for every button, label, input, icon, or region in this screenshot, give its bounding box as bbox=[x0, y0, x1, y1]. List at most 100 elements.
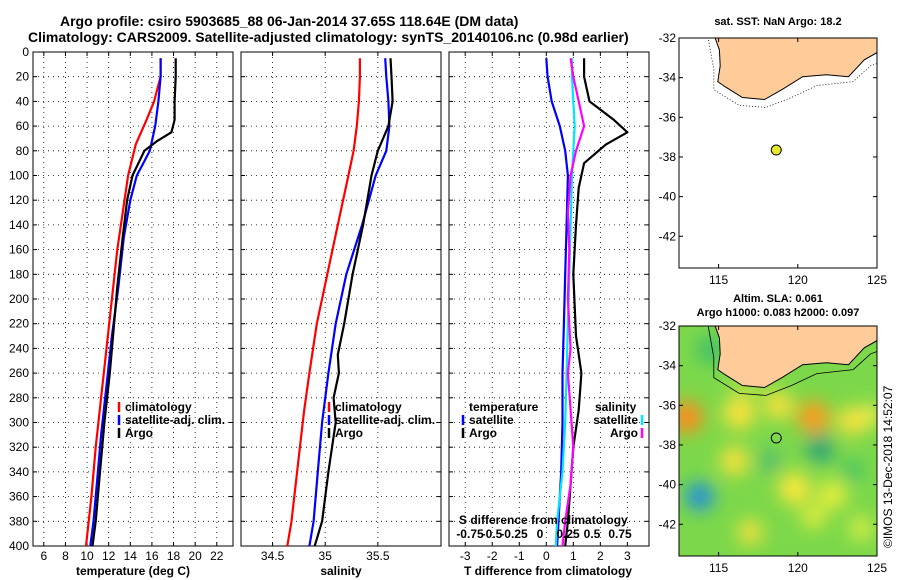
australia-land bbox=[714, 326, 877, 389]
title-line-1: Argo profile: csiro 5903685_88 06-Jan-20… bbox=[60, 13, 518, 29]
series-line-climatology bbox=[84, 58, 162, 546]
legend-label: Argo bbox=[335, 426, 363, 440]
x-tick-label: -2 bbox=[487, 549, 498, 563]
legend-label: satellite-adj. clim. bbox=[335, 413, 435, 427]
series-line-climatology bbox=[286, 58, 361, 546]
top-tick-label: -0.25 bbox=[500, 527, 528, 541]
series-group bbox=[84, 58, 177, 546]
legend-label: climatology bbox=[335, 400, 402, 414]
map-y-tick-label: -32 bbox=[659, 319, 677, 333]
temperature-xlabel: temperature (deg C) bbox=[76, 564, 190, 578]
x-tick-label: 12 bbox=[102, 549, 116, 563]
x-tick-label: 3 bbox=[624, 549, 631, 563]
shelf-contour bbox=[707, 326, 877, 396]
sla-field-blob bbox=[738, 520, 763, 545]
map-y-tick-label: -38 bbox=[659, 438, 677, 452]
series-line-argo bbox=[313, 58, 394, 546]
series-line-s-argo bbox=[561, 58, 586, 546]
series-group bbox=[545, 58, 629, 546]
sla-field-blob bbox=[685, 482, 714, 511]
x-tick-label: 20 bbox=[188, 549, 202, 563]
map-frame bbox=[678, 37, 878, 269]
sla-field-blob bbox=[696, 335, 725, 364]
sla-field-blob bbox=[720, 446, 749, 475]
y-tick-label: 400 bbox=[9, 539, 29, 553]
y-tick-label: 100 bbox=[9, 169, 29, 183]
top-tick-label: 0 bbox=[537, 527, 544, 541]
y-tick-label: 240 bbox=[9, 341, 29, 355]
x-tick-label: -3 bbox=[460, 549, 471, 563]
y-tick-label: 40 bbox=[16, 94, 30, 108]
y-tick-label: 320 bbox=[9, 440, 29, 454]
argo-float-marker bbox=[770, 144, 782, 156]
y-tick-label: 220 bbox=[9, 317, 29, 331]
sla-field-blob bbox=[801, 504, 826, 529]
y-tick-label: 300 bbox=[9, 416, 29, 430]
y-tick-label: 380 bbox=[9, 514, 29, 528]
x-tick-label: 35 bbox=[319, 549, 333, 563]
series-line-satellite-adj-clim- bbox=[308, 58, 391, 546]
sla-field-blob bbox=[805, 434, 834, 463]
australia-land bbox=[714, 38, 877, 101]
top-tick-label: 0.25 bbox=[556, 527, 580, 541]
legend-label: satellite-adj. clim. bbox=[125, 413, 225, 427]
y-tick-label: 0 bbox=[22, 45, 29, 59]
sla-field-blob bbox=[778, 472, 811, 505]
y-tick-label: 340 bbox=[9, 465, 29, 479]
y-tick-label: 180 bbox=[9, 267, 29, 281]
map-x-tick-label: 125 bbox=[867, 273, 887, 287]
x-tick-label: 34.5 bbox=[261, 549, 285, 563]
map-y-tick-label: -32 bbox=[659, 31, 677, 45]
legend-label: Argo bbox=[125, 426, 153, 440]
map-y-tick-label: -34 bbox=[659, 71, 677, 85]
map-y-tick-label: -38 bbox=[659, 150, 677, 164]
map-y-tick-label: -40 bbox=[659, 190, 677, 204]
sla-field-blob bbox=[679, 401, 703, 434]
legend-label: satellite bbox=[469, 413, 514, 427]
top-axis-label: S difference from climatology bbox=[459, 513, 628, 527]
x-tick-label: -1 bbox=[514, 549, 525, 563]
map-frame bbox=[678, 325, 878, 557]
map-y-tick-label: -42 bbox=[659, 229, 677, 243]
difference-panel: -3 -2 -1 0 1 2 3 bbox=[448, 51, 650, 563]
temperature-panel: 6 8 10 12 14 16 18 20 22020406080100120140160180… bbox=[9, 45, 234, 563]
top-tick-label: 0.5 bbox=[584, 527, 601, 541]
map-y-tick-label: -36 bbox=[659, 110, 677, 124]
x-tick-label: 2 bbox=[597, 549, 604, 563]
y-tick-label: 120 bbox=[9, 193, 29, 207]
map-y-tick-label: -40 bbox=[659, 478, 677, 492]
salinity-panel: 34.5 35 35.5 bbox=[240, 51, 442, 563]
y-tick-label: 260 bbox=[9, 366, 29, 380]
series-line-argo bbox=[91, 58, 177, 546]
sla-field-blob bbox=[849, 516, 874, 541]
legend-label: Argo bbox=[469, 426, 497, 440]
map-x-tick-label: 120 bbox=[788, 561, 808, 575]
sla-map-title-1: Altim. SLA: 0.061 bbox=[733, 293, 823, 305]
y-tick-label: 160 bbox=[9, 243, 29, 257]
series-line-satellite-adj-clim- bbox=[89, 58, 162, 546]
legend-title-temperature: temperature bbox=[469, 400, 539, 414]
legend-label: climatology bbox=[125, 400, 192, 414]
y-tick-label: 140 bbox=[9, 218, 29, 232]
series-group bbox=[286, 58, 394, 546]
legend-label: Argo bbox=[610, 426, 638, 440]
sla-field-blob bbox=[818, 480, 847, 509]
sla-field-blob bbox=[723, 397, 756, 430]
argo-float-marker bbox=[770, 432, 782, 444]
sla-field-blob bbox=[843, 460, 864, 481]
salinity-xlabel: salinity bbox=[320, 564, 362, 578]
top-tick-label: -0.5 bbox=[482, 527, 503, 541]
map-content bbox=[679, 38, 877, 268]
x-tick-label: 16 bbox=[145, 549, 159, 563]
map-y-tick-label: -42 bbox=[659, 517, 677, 531]
x-tick-label: 8 bbox=[62, 549, 69, 563]
map-y-tick-label: -36 bbox=[659, 398, 677, 412]
top-tick-label: -0.75 bbox=[456, 527, 484, 541]
sla-field-blob bbox=[837, 407, 866, 436]
x-tick-label: 6 bbox=[40, 549, 47, 563]
y-tick-label: 20 bbox=[16, 70, 30, 84]
x-tick-label: 22 bbox=[210, 549, 224, 563]
